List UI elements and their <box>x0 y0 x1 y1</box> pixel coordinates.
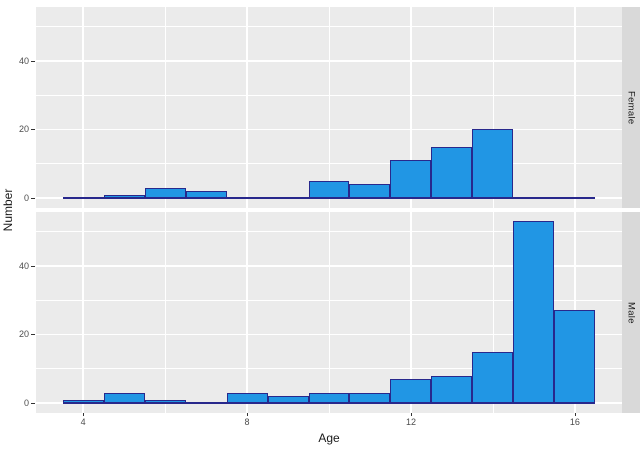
facet-panel-male <box>36 212 622 413</box>
histogram-bar-female-age-5 <box>103 194 145 199</box>
histogram-bar-male-age-10 <box>308 392 350 404</box>
histogram-zero-line <box>62 197 596 199</box>
y-tick-label: 0 <box>23 398 29 409</box>
histogram-bar-male-age-8 <box>226 392 268 404</box>
y-tick-label: 20 <box>18 124 29 135</box>
histogram-bar-male-age-16 <box>554 310 596 404</box>
histogram-zero-line <box>62 402 596 404</box>
x-minor-gridline <box>492 7 494 208</box>
histogram-bar-male-age-4 <box>62 399 104 404</box>
y-axis-title: Number <box>1 188 15 232</box>
x-minor-gridline <box>164 7 166 208</box>
histogram-bar-male-age-12 <box>390 379 432 404</box>
facet-panel-female <box>36 7 622 208</box>
y-tick-label: 40 <box>18 260 29 271</box>
x-tick-mark <box>410 413 412 416</box>
x-major-gridline <box>246 7 248 208</box>
y-minor-gridline <box>36 163 622 165</box>
facet-strip-female: Female <box>622 7 640 208</box>
y-minor-gridline <box>36 368 622 370</box>
facet-strip-label-male: Male <box>625 301 637 324</box>
histogram-bar-female-age-13 <box>431 146 473 199</box>
x-major-gridline <box>82 7 84 208</box>
y-tick-mark <box>31 334 35 336</box>
y-tick-mark <box>31 403 35 405</box>
y-tick-label: 20 <box>18 329 29 340</box>
x-major-gridline <box>410 212 412 413</box>
x-minor-gridline <box>164 212 166 413</box>
x-major-gridline <box>82 212 84 413</box>
histogram-bar-male-age-11 <box>349 392 391 404</box>
x-minor-gridline <box>328 7 330 208</box>
x-major-gridline <box>574 7 576 208</box>
histogram-bar-female-age-7 <box>185 191 227 199</box>
x-tick-label: 16 <box>569 417 580 427</box>
y-minor-gridline <box>36 26 622 27</box>
y-minor-gridline <box>36 94 622 96</box>
histogram-bar-male-age-15 <box>513 221 555 404</box>
y-minor-gridline <box>36 299 622 301</box>
histogram-bar-female-age-10 <box>308 180 350 199</box>
histogram-bar-male-age-14 <box>472 351 514 404</box>
histogram-bar-female-age-6 <box>144 187 186 199</box>
x-tick-label: 12 <box>405 417 416 427</box>
histogram-bar-female-age-12 <box>390 160 432 199</box>
y-major-gridline <box>36 128 622 131</box>
x-axis-title: Age <box>318 431 340 445</box>
x-tick-mark <box>574 413 576 416</box>
histogram-bar-male-age-9 <box>267 396 309 404</box>
y-tick-label: 0 <box>23 193 29 204</box>
histogram-bar-female-age-14 <box>472 129 514 199</box>
x-tick-label: 8 <box>244 417 250 427</box>
facet-strip-male: Male <box>622 212 640 413</box>
y-tick-label: 40 <box>18 55 29 66</box>
y-tick-mark <box>31 198 35 200</box>
x-tick-mark <box>83 413 85 416</box>
histogram-bar-male-age-5 <box>103 392 145 404</box>
histogram-bar-male-age-6 <box>144 399 186 404</box>
y-major-gridline <box>36 333 622 336</box>
x-major-gridline <box>246 212 248 413</box>
y-tick-mark <box>31 129 35 131</box>
x-major-gridline <box>410 7 412 208</box>
x-minor-gridline <box>328 212 330 413</box>
histogram-bar-male-age-13 <box>431 375 473 404</box>
y-tick-mark <box>31 60 35 62</box>
y-major-gridline <box>36 265 622 267</box>
histogram-bar-female-age-11 <box>349 184 391 199</box>
x-tick-label: 4 <box>80 417 86 427</box>
y-tick-mark <box>31 265 35 267</box>
y-minor-gridline <box>36 231 622 232</box>
facet-strip-label-female: Female <box>625 90 637 125</box>
x-minor-gridline <box>492 212 494 413</box>
y-major-gridline <box>36 60 622 62</box>
x-tick-mark <box>247 413 249 416</box>
